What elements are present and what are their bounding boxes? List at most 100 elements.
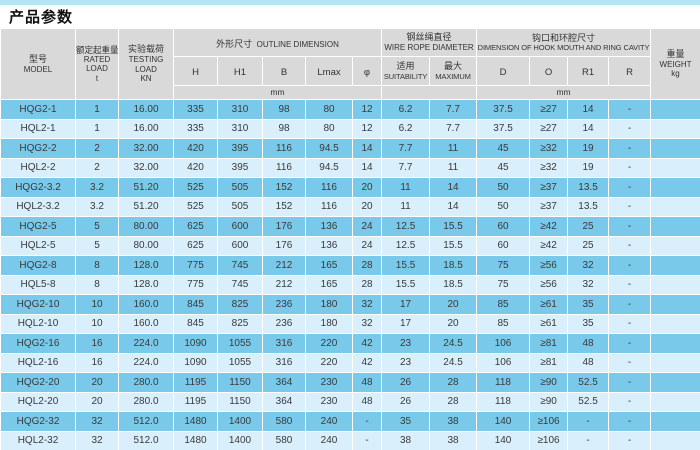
- table-row: HQL2-20 20 280.0 1195 1150 364 230 48 26 28 118 ≥90…: [0, 391, 700, 412]
- cell-lmax: 116: [305, 196, 353, 217]
- cell-b: 152: [262, 196, 306, 217]
- cell-r1: -: [567, 430, 610, 450]
- col-header-r1: R1: [567, 56, 610, 86]
- cell-model: HQL2-5: [0, 235, 76, 256]
- hook-label-en: DIMENSION OF HOOK MOUTH AND RING CAVITY: [477, 43, 650, 53]
- cell-suitability: 7.7: [381, 138, 431, 159]
- cell-phi: 42: [351, 352, 383, 373]
- cell-phi: 12: [351, 99, 383, 120]
- cell-testing-load: 16.00: [118, 99, 174, 120]
- cell-h1: 1400: [217, 430, 263, 450]
- cell-r: -: [608, 352, 652, 373]
- cell-suitability: 17: [381, 294, 431, 315]
- cell-d: 37.5: [476, 99, 531, 120]
- cell-r: -: [608, 177, 652, 198]
- cell-r: -: [608, 255, 652, 276]
- cell-h1: 1150: [217, 372, 263, 393]
- cell-r1: 48: [567, 333, 610, 354]
- cell-lmax: 80: [305, 99, 353, 120]
- cell-b: 364: [262, 391, 306, 412]
- cell-h1: 825: [217, 294, 263, 315]
- cell-testing-load: 80.00: [118, 235, 174, 256]
- cell-weight: [650, 216, 700, 237]
- cell-o: ≥90: [529, 372, 569, 393]
- model-label-en: MODEL: [23, 64, 53, 74]
- cell-maximum: 15.5: [429, 235, 478, 256]
- cell-o: ≥81: [529, 352, 569, 373]
- cell-lmax: 80: [305, 118, 353, 139]
- cell-h: 775: [173, 255, 218, 276]
- cell-suitability: 26: [381, 391, 431, 412]
- cell-b: 580: [262, 430, 306, 450]
- cell-model: HQG2-32: [0, 411, 76, 432]
- cell-h: 1090: [173, 333, 218, 354]
- cell-r: -: [608, 196, 652, 217]
- cell-phi: 20: [351, 196, 383, 217]
- cell-r: -: [608, 294, 652, 315]
- cell-d: 37.5: [476, 118, 531, 139]
- maximum-label-en: MAXIMUM: [435, 71, 471, 81]
- cell-testing-load: 224.0: [118, 352, 174, 373]
- cell-lmax: 165: [305, 255, 353, 276]
- cell-d: 85: [476, 313, 531, 334]
- group-header-hook-mouth-ring-cavity: 钩口和环腔尺寸 DIMENSION OF HOOK MOUTH AND RING…: [476, 28, 652, 57]
- header-group-row: 型号 MODEL 额定起重量 RATED LOAD t 实验载荷 TESTING…: [0, 28, 700, 100]
- cell-r: -: [608, 157, 652, 178]
- cell-rated-load: 16: [75, 352, 119, 373]
- title-bar: 产品参数: [0, 5, 700, 28]
- weight-label-en: WEIGHT: [659, 59, 692, 69]
- cell-o: ≥106: [529, 411, 569, 432]
- cell-b: 212: [262, 274, 306, 295]
- cell-maximum: 11: [429, 157, 478, 178]
- cell-rated-load: 3.2: [75, 177, 119, 198]
- cell-maximum: 38: [429, 411, 478, 432]
- cell-d: 106: [476, 352, 531, 373]
- cell-o: ≥61: [529, 313, 569, 334]
- maximum-label-zh: 最大: [444, 61, 463, 72]
- col-header-phi: φ: [351, 56, 383, 86]
- rated-load-label-en2: LOAD: [86, 64, 108, 74]
- cell-r1: 19: [567, 138, 610, 159]
- cell-weight: [650, 99, 700, 120]
- col-header-model: 型号 MODEL: [0, 28, 76, 100]
- o-label: O: [544, 67, 553, 79]
- cell-model: HQL2-32: [0, 430, 76, 450]
- b-label: B: [280, 67, 288, 79]
- table-row: HQL2-3.2 3.2 51.20 525 505 152 116 20 11 14 50 ≥37 1…: [0, 196, 700, 217]
- col-header-maximum: 最大 MAXIMUM: [429, 56, 478, 86]
- cell-model: HQG2-5: [0, 216, 76, 237]
- cell-testing-load: 512.0: [118, 430, 174, 450]
- header-unit-row: mm mm: [1, 85, 700, 100]
- cell-phi: 32: [351, 313, 383, 334]
- cell-h1: 395: [217, 157, 263, 178]
- cell-suitability: 35: [381, 411, 431, 432]
- d-label: D: [499, 67, 507, 79]
- cell-testing-load: 224.0: [118, 333, 174, 354]
- wire-label-en: WIRE ROPE DIAMETER: [384, 43, 474, 53]
- cell-lmax: 165: [305, 274, 353, 295]
- unit-mm-outline: mm: [172, 85, 383, 100]
- cell-r1: 13.5: [567, 177, 610, 198]
- table-row: HQL2-16 16 224.0 1090 1055 316 220 42 23 24.5 106 ≥…: [0, 352, 700, 373]
- table-row: HQG2-1 1 16.00 335 310 98 80 12 6.2 7.7 37.5 ≥27 14-: [0, 99, 700, 120]
- cell-maximum: 20: [429, 313, 478, 334]
- table-row: HQG2-10 10 160.0 845 825 236 180 32 17 20 85 ≥61 35-: [0, 294, 700, 315]
- col-header-d: D: [476, 56, 531, 86]
- cell-d: 75: [476, 255, 531, 276]
- cell-r: -: [608, 391, 652, 412]
- cell-weight: [650, 372, 700, 393]
- col-header-lmax: Lmax: [305, 56, 353, 86]
- cell-d: 118: [476, 372, 531, 393]
- cell-testing-load: 32.00: [118, 138, 174, 159]
- cell-rated-load: 1: [75, 118, 119, 139]
- cell-b: 212: [262, 255, 306, 276]
- cell-weight: [650, 333, 700, 354]
- rated-load-label-en1: RATED: [83, 54, 111, 64]
- cell-rated-load: 5: [75, 216, 119, 237]
- table-row: HQG2-5 5 80.00 625 600 176 136 24 12.5 15.5 60 ≥42 2…: [0, 216, 700, 237]
- cell-rated-load: 8: [75, 255, 119, 276]
- cell-suitability: 7.7: [381, 157, 431, 178]
- cell-phi: 48: [351, 391, 383, 412]
- weight-label-zh: 重量: [666, 49, 685, 59]
- cell-suitability: 6.2: [381, 118, 431, 139]
